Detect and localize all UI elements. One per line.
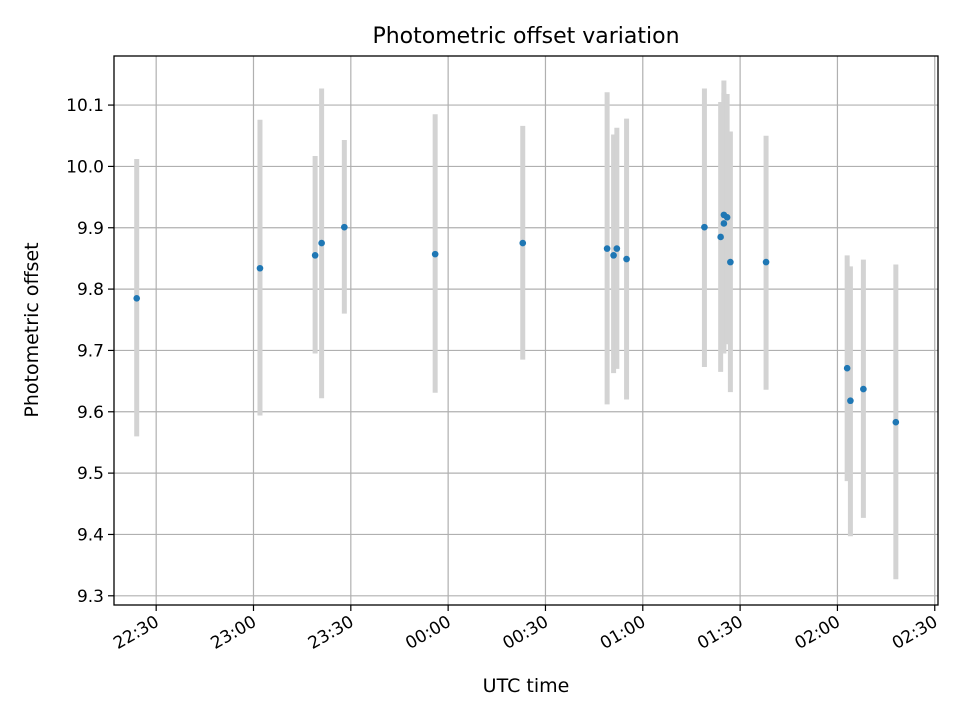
y-tick-label: 9.6 bbox=[77, 403, 104, 423]
y-tick-label: 9.5 bbox=[77, 464, 104, 484]
plot-frame bbox=[113, 55, 939, 606]
data-point bbox=[341, 223, 348, 231]
grid-lines bbox=[114, 56, 938, 605]
y-axis-label: Photometric offset bbox=[21, 242, 43, 417]
data-point bbox=[701, 223, 708, 231]
chart-title: Photometric offset variation bbox=[372, 24, 679, 49]
data-point bbox=[847, 397, 854, 405]
data-point bbox=[318, 239, 325, 247]
data-point bbox=[723, 214, 731, 221]
data-point bbox=[720, 220, 728, 227]
data-point bbox=[603, 245, 611, 252]
data-point bbox=[613, 245, 621, 252]
data-point bbox=[623, 255, 630, 263]
data-point bbox=[762, 258, 770, 266]
y-tick-label: 9.9 bbox=[77, 219, 104, 239]
data-point bbox=[892, 418, 900, 426]
data-point bbox=[717, 233, 724, 241]
data-point bbox=[843, 364, 851, 372]
y-tick-label: 9.8 bbox=[77, 280, 104, 300]
data-point bbox=[133, 294, 141, 302]
y-tick-label: 10.1 bbox=[66, 96, 104, 116]
data-point bbox=[727, 258, 734, 266]
y-tick-label: 9.3 bbox=[77, 587, 104, 607]
data-point bbox=[431, 250, 439, 258]
data-point bbox=[311, 252, 319, 259]
x-axis-label: UTC time bbox=[483, 675, 570, 697]
data-point bbox=[860, 385, 867, 393]
y-tick-label: 10.0 bbox=[66, 157, 104, 177]
y-tick-label: 9.4 bbox=[77, 525, 104, 545]
y-axis-ticks: 9.3 9.4 9.5 9.6 9.7 9.8 9.9 10.0 10.1 bbox=[66, 96, 114, 607]
data-points bbox=[133, 211, 900, 426]
data-point bbox=[519, 239, 527, 247]
data-point bbox=[610, 252, 617, 259]
data-point bbox=[256, 264, 264, 272]
y-tick-label: 9.7 bbox=[77, 341, 104, 361]
